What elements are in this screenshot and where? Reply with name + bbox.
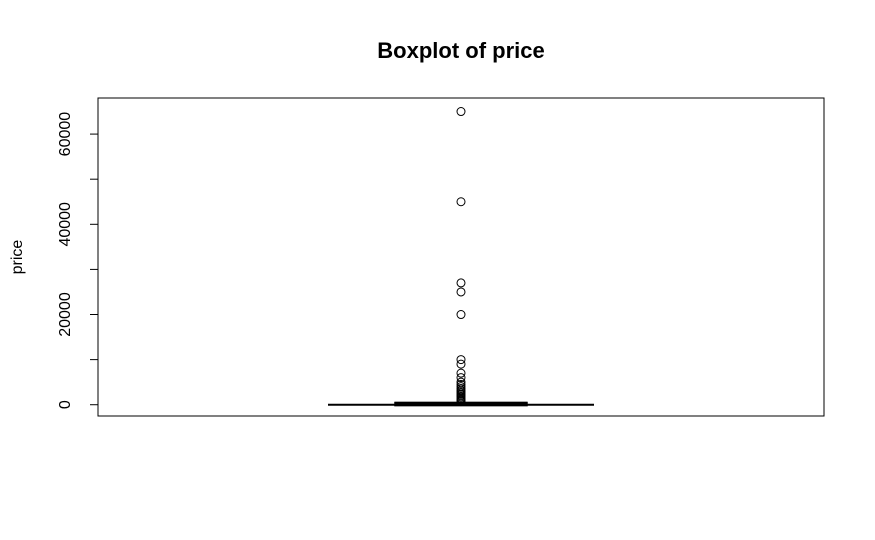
outlier-point xyxy=(456,355,466,365)
y-tick-label: 0 xyxy=(57,400,74,409)
y-axis: 0 20000 40000 60000 xyxy=(57,112,99,409)
outlier-point xyxy=(456,197,466,207)
y-tick-label: 60000 xyxy=(57,112,74,157)
chart-title: Boxplot of price xyxy=(377,38,544,63)
outlier-point xyxy=(456,278,466,288)
outlier-point xyxy=(456,373,466,383)
outlier-point xyxy=(456,107,466,117)
y-tick-label: 20000 xyxy=(57,292,74,337)
outlier-point xyxy=(456,397,466,407)
outlier-point xyxy=(456,359,466,369)
outlier-group xyxy=(456,107,466,407)
y-tick-label: 40000 xyxy=(57,202,74,247)
outlier-point xyxy=(456,287,466,297)
y-axis-label: price xyxy=(9,240,26,275)
outlier-point xyxy=(456,368,466,378)
outlier-point xyxy=(456,310,466,320)
outlier-point xyxy=(456,379,466,389)
